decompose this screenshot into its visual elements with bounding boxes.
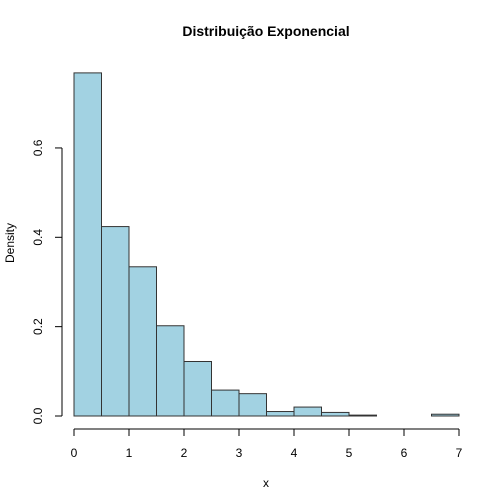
y-axis-label: Density — [3, 223, 17, 263]
histogram-bar-13 — [431, 413, 460, 417]
x-tick-label-4: 4 — [291, 446, 298, 460]
y-tick-label-1: 0.2 — [31, 318, 45, 335]
x-tick-label-6: 6 — [401, 446, 408, 460]
x-tick-label-2: 2 — [181, 446, 188, 460]
histogram-bar-5 — [211, 389, 240, 417]
histogram-bar-6 — [238, 393, 267, 417]
y-tick-label-3: 0.6 — [31, 139, 45, 156]
histogram-bar-7 — [266, 411, 295, 417]
chart-title: Distribuição Exponencial — [182, 23, 349, 39]
y-tick-label-0: 0.0 — [31, 407, 45, 424]
x-tick-label-0: 0 — [71, 446, 78, 460]
x-tick-label-1: 1 — [126, 446, 133, 460]
bars-group — [73, 72, 460, 417]
histogram-bar-3 — [156, 325, 185, 417]
x-axis-label: x — [263, 476, 269, 490]
histogram-bar-8 — [293, 406, 322, 417]
histogram-bar-2 — [128, 266, 157, 417]
histogram-bar-0 — [73, 72, 102, 417]
y-tick-label-2: 0.4 — [31, 229, 45, 246]
x-tick-label-3: 3 — [236, 446, 243, 460]
y-axis: 0.0 0.2 0.4 0.6 — [31, 139, 63, 424]
histogram-bar-10 — [348, 414, 377, 417]
x-tick-label-5: 5 — [346, 446, 353, 460]
histogram-bar-9 — [321, 411, 350, 417]
histogram-bar-1 — [101, 226, 130, 417]
x-axis: 0 1 2 3 4 5 6 7 — [71, 428, 463, 460]
histogram-bar-4 — [183, 360, 212, 417]
x-tick-label-7: 7 — [456, 446, 463, 460]
